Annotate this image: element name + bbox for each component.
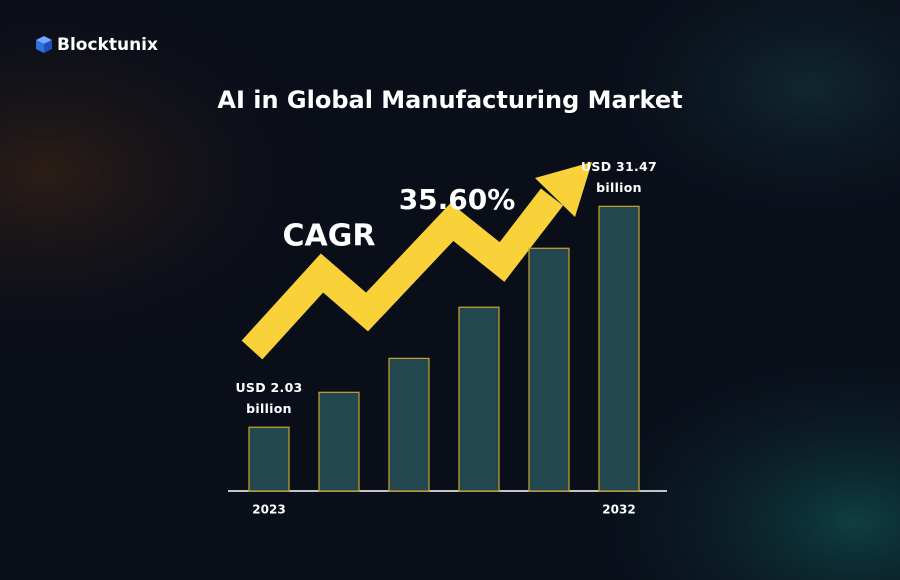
brand-name: Blocktunix (57, 35, 158, 55)
cagr-arrow (241, 162, 592, 360)
x-tick-label: 2023 (252, 503, 285, 517)
cagr-value: 35.60% (399, 183, 516, 216)
chart-title: AI in Global Manufacturing Market (217, 86, 682, 114)
bar (248, 426, 290, 492)
bar (388, 357, 430, 492)
logo-icon (36, 36, 52, 53)
bar (598, 205, 640, 492)
bar (458, 306, 500, 492)
bar (318, 391, 360, 492)
value-label: USD 2.03 billion (235, 380, 303, 417)
x-tick-label: 2032 (602, 503, 635, 517)
cagr-label: CAGR (283, 219, 376, 254)
bar (528, 247, 570, 492)
value-label: USD 31.47 billion (580, 159, 658, 196)
